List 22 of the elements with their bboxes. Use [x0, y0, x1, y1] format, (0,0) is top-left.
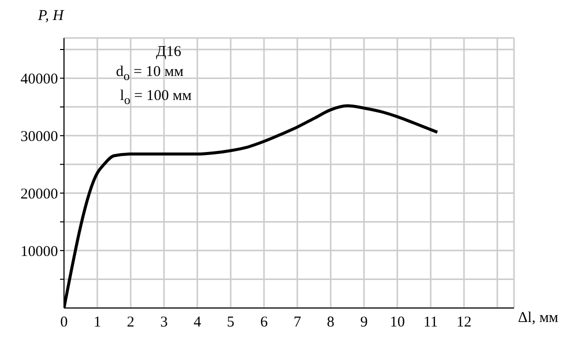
y-tick-label: 40000 — [20, 72, 58, 88]
y-tick-label: 20000 — [20, 186, 58, 202]
x-tick-label: 6 — [260, 314, 268, 331]
x-tick-label: 12 — [456, 314, 472, 331]
annotation: d$_{о}$ = 10 мм — [116, 63, 184, 85]
x-tick-label: 3 — [160, 314, 168, 331]
x-tick-label: 4 — [194, 314, 202, 331]
x-tick-label: 1 — [94, 314, 102, 331]
x-tick-label: 11 — [423, 314, 438, 331]
y-axis-title: P, Н — [38, 8, 64, 25]
annotation: Д16 — [155, 43, 182, 62]
x-tick-label: 8 — [326, 314, 334, 331]
y-tick-label: 30000 — [20, 128, 58, 145]
x-axis-title: Δl, мм — [518, 310, 558, 327]
x-tick-label: 10 — [390, 314, 405, 331]
x-tick-label: 5 — [226, 314, 234, 331]
x-tick-label: 9 — [360, 314, 368, 331]
annotation: l$_{о}$ = 100 мм — [119, 87, 192, 109]
x-tick-label: 7 — [294, 314, 302, 331]
x-tick-label: 0 — [60, 314, 68, 331]
x-tick-label: 2 — [126, 314, 134, 331]
y-tick-label: 10000 — [20, 244, 58, 260]
